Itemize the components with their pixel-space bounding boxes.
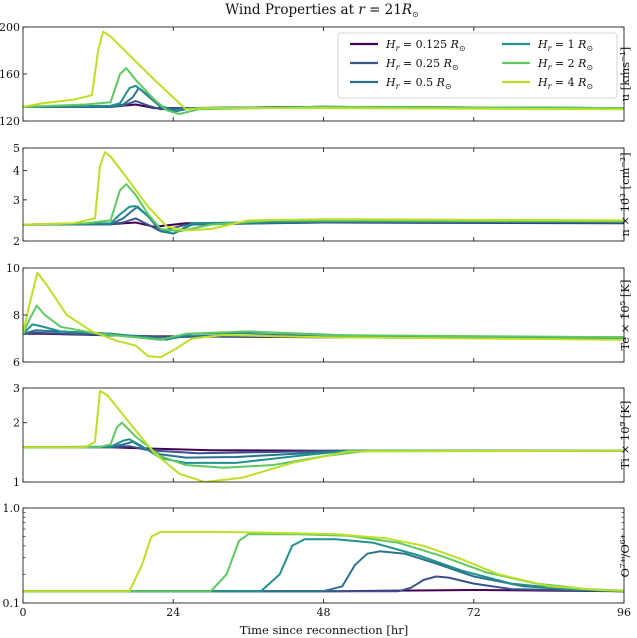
x-tick-label: 0 — [20, 606, 27, 619]
x-axis-label: Time since reconnection [hr] — [240, 623, 409, 637]
y-tick-label: 3 — [13, 194, 20, 207]
panel-u: 120 160 200 u [kms⁻¹] — [0, 21, 632, 128]
series-line-n-5 — [23, 151, 624, 232]
series-line-o-5 — [23, 530, 624, 593]
series-line-ti-5 — [23, 389, 624, 482]
x-tick-label: 48 — [317, 606, 331, 619]
legend-label: Hr = 2 R⊙ — [537, 57, 593, 72]
x-tick-label: 24 — [166, 606, 180, 619]
legend-label: Hr = 1 R⊙ — [537, 38, 593, 53]
y-tick-label: 120 — [0, 115, 20, 128]
legend-item: Hr = 2 R⊙ — [502, 57, 593, 72]
series-line-te-5 — [23, 271, 624, 359]
series-line-o-2 — [23, 550, 624, 593]
legend-item: Hr = 1 R⊙ — [502, 38, 593, 53]
y-tick-label: 1.0 — [3, 502, 21, 515]
chart-title: Wind Properties at r = 21R⊙ — [225, 2, 418, 19]
legend-box — [337, 32, 618, 99]
series-line-o-1 — [23, 575, 624, 593]
legend-label: Hr = 0.125 R⊙ — [385, 38, 466, 53]
x-tick-label: 72 — [467, 606, 481, 619]
legend-label: Hr = 0.25 R⊙ — [385, 57, 459, 72]
legend-label: Hr = 4 R⊙ — [537, 76, 593, 91]
y-tick-label: 2 — [13, 417, 20, 430]
series-line-te-4 — [23, 304, 624, 341]
panel-n: 2 3 4 5 n × 10³ [cm⁻³] — [13, 142, 632, 248]
legend-item: Hr = 4 R⊙ — [502, 76, 593, 91]
y-tick-label: 5 — [13, 142, 20, 155]
legend-item: Hr = 0.25 R⊙ — [350, 57, 459, 72]
y-tick-label: 160 — [0, 68, 20, 81]
y-axis-label-ti: Ti × 10⁵ [K] — [618, 401, 632, 470]
y-tick-label: 0.1 — [3, 597, 21, 610]
y-axis-label-o: O⁷⁺/O⁶⁺ — [618, 533, 632, 577]
y-tick-label: 200 — [0, 21, 20, 34]
y-axis-label-te: Te × 10⁵ [K] — [618, 280, 632, 351]
y-axis-label-n: n × 10³ [cm⁻³] — [618, 152, 632, 236]
y-tick-label: 1 — [13, 476, 20, 489]
title-r: R — [401, 2, 412, 18]
legend: Hr = 0.125 R⊙ Hr = 0.25 R⊙ Hr = 0.5 R⊙ Hr =… — [337, 32, 618, 99]
series-line-ti-2 — [23, 440, 624, 459]
y-tick-label: 2 — [13, 235, 20, 248]
panel-ti: 1 2 3 Ti × 10⁵ [K] — [13, 382, 632, 489]
title-prefix: Wind Properties at — [225, 2, 358, 18]
panel-o: 0.1 1.0 0 24 48 72 96 O⁷⁺/O⁶⁺ — [3, 502, 633, 619]
y-tick-label: 6 — [13, 356, 20, 369]
series-line-u-5 — [23, 30, 624, 111]
legend-item: Hr = 0.5 R⊙ — [350, 76, 452, 91]
y-axis-label-u: u [kms⁻¹] — [618, 47, 632, 102]
title-eq: = 21 — [365, 2, 402, 18]
panel-frame-te — [22, 267, 625, 363]
title-sun: ⊙ — [412, 10, 419, 19]
legend-item: Hr = 0.125 R⊙ — [350, 38, 466, 53]
y-tick-label: 4 — [13, 165, 20, 178]
x-tick-label: 96 — [617, 606, 631, 619]
y-tick-label: 10 — [6, 262, 20, 275]
series-line-n-4 — [23, 183, 624, 233]
legend-label: Hr = 0.5 R⊙ — [385, 76, 452, 91]
panel-te: 6 8 10 Te × 10⁵ [K] — [6, 262, 632, 369]
y-tick-label: 3 — [13, 382, 20, 395]
panel-frame-n — [22, 147, 625, 242]
y-tick-label: 8 — [13, 309, 20, 322]
series-line-o-3 — [23, 538, 624, 593]
title-var: r — [358, 2, 366, 18]
